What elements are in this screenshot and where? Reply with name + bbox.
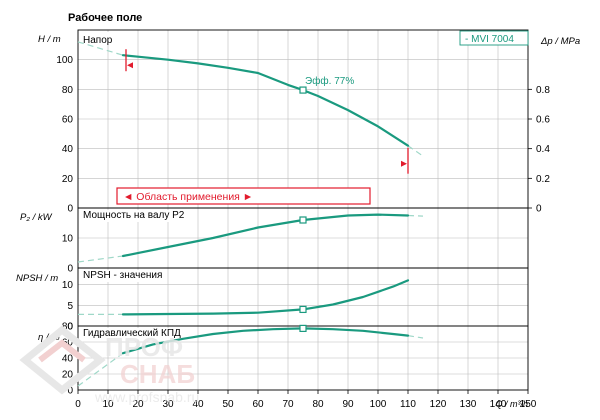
range-marker-right-arrow: [401, 160, 407, 167]
y-axis-label: η / %: [38, 332, 60, 343]
x-tick-label: 120: [430, 399, 447, 410]
x-tick-label: 20: [132, 399, 144, 410]
x-tick-label: 50: [222, 399, 234, 410]
y-tick-label: 40: [62, 354, 74, 365]
y-tick-label: 60: [62, 338, 74, 349]
y-right-tick-label: 0: [536, 204, 542, 215]
x-tick-label: 70: [282, 399, 294, 410]
application-range-box: [116, 187, 371, 205]
panel-title-bg: [81, 210, 189, 222]
x-tick-label: 80: [312, 399, 324, 410]
curve-extension: [407, 214, 424, 217]
y-tick-label: 0: [67, 264, 73, 275]
curve-efficiency: [121, 327, 410, 355]
range-marker-left-arrow: [127, 62, 133, 69]
x-tick-label: 100: [370, 399, 387, 410]
y-tick-label: 20: [62, 370, 74, 381]
model-label-box: [459, 30, 529, 46]
x-tick-label: 140: [490, 399, 507, 410]
x-tick-label: 150: [520, 399, 537, 410]
curve-extension: [407, 335, 424, 339]
curve-npsh: [121, 279, 410, 316]
curve-power: [121, 213, 410, 258]
curve-head: [121, 54, 410, 147]
y-tick-label: 5: [67, 301, 73, 312]
panel-head: 0 20 40 60 80 100 H / m 0 0.2 0.4 0.6 0.8 Δp / MPa На…: [38, 29, 580, 215]
panel-npsh: 0 5 10 NPSH / m NPSH - значения: [16, 267, 529, 333]
efficiency-annotation: Эфф. 77%: [305, 75, 354, 87]
y-tick-label: 0: [67, 204, 73, 215]
y-axis-label: P₂ / kW: [20, 212, 53, 223]
panel-title: NPSH - значения: [83, 270, 162, 281]
y-right-tick-label: 0.2: [536, 174, 550, 185]
y-tick-label: 10: [62, 280, 74, 291]
x-tick-label: 40: [192, 399, 204, 410]
curve-extension: [77, 41, 124, 56]
y-tick-label: 20: [62, 174, 74, 185]
best-point-marker: [299, 305, 307, 314]
x-tick-label: 0: [75, 399, 81, 410]
panel-title-bg: [81, 32, 117, 44]
y-tick-label: 60: [62, 115, 74, 126]
y-right-tick-label: 0.8: [536, 85, 550, 96]
y-tick-label: 0: [67, 386, 73, 397]
y-axis-label: NPSH / m: [16, 273, 58, 284]
best-point-marker: [299, 216, 307, 224]
y-tick-label: 40: [62, 144, 74, 155]
y-right-tick-label: 0.6: [536, 115, 550, 126]
y-tick-label: 80: [62, 322, 74, 333]
x-tick-label: 110: [400, 399, 416, 410]
x-axis-label: Q / m³/h: [495, 399, 528, 409]
y-tick-label: 100: [56, 55, 73, 66]
chart-title: Рабочее поле: [68, 12, 142, 24]
x-tick-label: 10: [102, 399, 114, 410]
y-right-tick-label: 0.4: [536, 144, 550, 155]
curve-extension: [77, 255, 124, 263]
panel-title-bg: [81, 328, 186, 340]
x-tick-label: 30: [162, 399, 174, 410]
panel-title-bg: [81, 270, 167, 282]
y-tick-label: 10: [62, 234, 74, 245]
x-tick-label: 90: [342, 399, 354, 410]
curve-extension: [407, 145, 424, 157]
best-point-marker: [299, 86, 307, 94]
best-point-marker: [299, 324, 307, 332]
panel-efficiency: 0 20 40 60 80η / % Гидравлический КПД: [38, 322, 529, 397]
y-axis-label: H / m: [38, 34, 61, 45]
panel-title: Гидравлический КПД: [83, 328, 181, 339]
application-range-label: ◄ Область применения ►: [123, 191, 253, 203]
panel-title: Мощность на валу P2: [83, 210, 185, 221]
x-tick-label: 130: [460, 399, 477, 410]
panel-power: 0 10 P₂ / kW Мощность на валу P2: [20, 207, 529, 275]
panel-title: Напор: [83, 35, 113, 46]
x-tick-label: 60: [252, 399, 264, 410]
model-label: - MVI 7004: [465, 34, 514, 45]
y-tick-label: 80: [62, 85, 74, 96]
y-right-axis-label: Δp / MPa: [540, 36, 580, 47]
